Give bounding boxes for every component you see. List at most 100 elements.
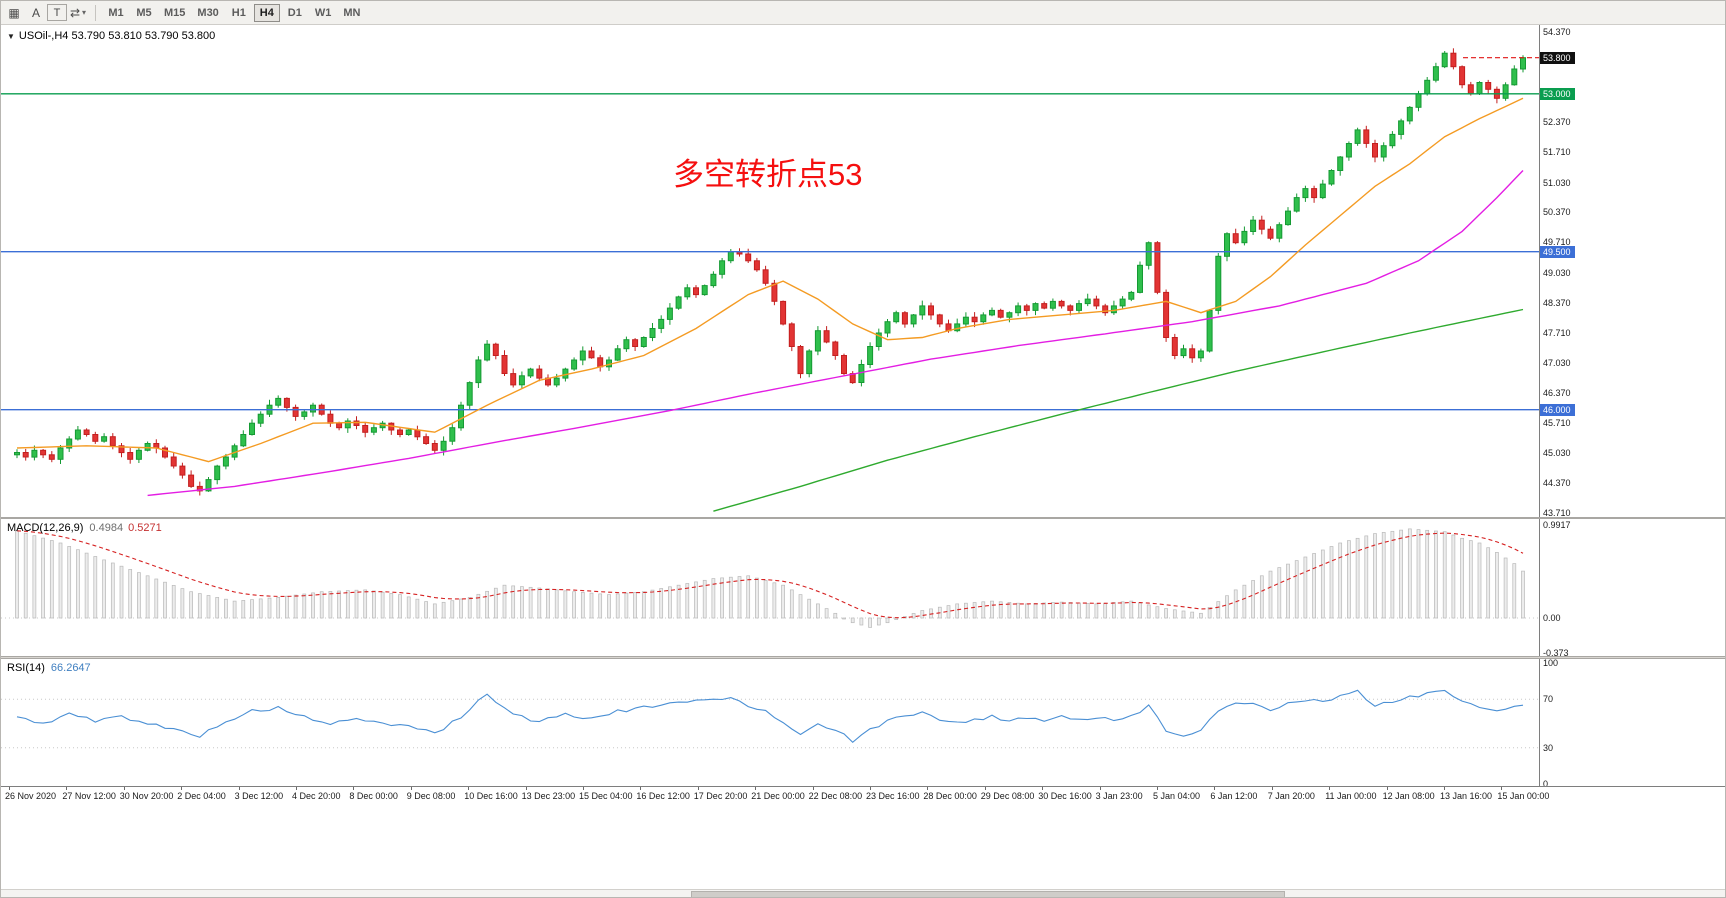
time-axis-label: 27 Nov 12:00 [62,791,116,801]
time-axis-tick [1214,787,1216,790]
time-axis-tick [583,787,584,790]
rsi-panel: RSI(14) 66.2647 100 70 30 0 [1,658,1725,789]
timeframe-button-m1[interactable]: M1 [103,4,129,22]
price-axis-label: 45.030 [1543,448,1571,459]
chart-title: ▼ USOil-,H4 53.790 53.810 53.790 53.800 [7,30,215,42]
time-axis-label: 30 Nov 20:00 [119,791,174,801]
price-chart-panel: ▼ USOil-,H4 53.790 53.810 53.790 53.800 多… [1,25,1725,518]
time-axis-label: 2 Dec 04:00 [177,791,226,801]
time-axis-label: 26 Nov 2020 [5,791,57,801]
timeframe-button-w1[interactable]: W1 [310,4,337,22]
ohlc-values: 53.790 53.810 53.790 53.800 [71,30,216,42]
time-axis-tick [870,787,871,790]
time-axis-label: 29 Dec 08:00 [980,791,1035,801]
macd-scale[interactable]: 0.9917 0.00 -0.373 [1539,519,1725,658]
time-axis-tick [296,787,297,790]
font-tool-button[interactable]: A [25,3,47,23]
rsi-axis-label: 0 [1543,779,1549,789]
time-axis-label: 12 Jan 08:00 [1382,791,1435,801]
macd-signal-line [16,530,1524,619]
price-axis-label: 45.710 [1543,417,1571,428]
time-axis-tick [1157,787,1158,790]
time-axis-label: 7 Jan 20:00 [1267,791,1315,801]
toolbar-separator [95,4,96,21]
time-axis-label: 13 Dec 23:00 [521,791,576,801]
scrollbar-thumb[interactable] [691,891,1285,897]
time-axis-tick [1042,787,1044,790]
timeframe-button-h1[interactable]: H1 [226,4,252,22]
price-axis-label: 51.030 [1543,177,1571,188]
bottom-empty-area [1,802,1725,889]
text-tool-button[interactable]: T [47,4,67,21]
time-axis-tick [812,787,814,790]
time-axis-label: 16 Dec 12:00 [636,791,690,801]
rsi-axis-label: 30 [1543,742,1554,753]
time-axis-tick [238,787,240,790]
time-axis-tick [1099,787,1101,790]
chart-grip-icon[interactable]: ▦ [8,5,20,20]
time-axis-tick [1271,787,1273,790]
rsi-indicator-name: RSI(14) [7,662,45,674]
rsi-axis-label: 100 [1543,658,1559,668]
price-axis-label: 47.710 [1543,327,1571,338]
panel-divider[interactable] [1,517,1725,519]
time-axis-tick [697,787,699,790]
time-axis-label: 17 Dec 20:00 [693,791,748,801]
horizontal-scrollbar[interactable] [1,889,1725,897]
candlestick-chart[interactable] [1,25,1539,517]
time-axis-label: 21 Dec 00:00 [751,791,805,801]
toolbar: ▦ A T ⇄ ▾ M1 M5 M15 M30 H1 H4 D1 W1 MN [1,1,1725,25]
time-axis-tick [1444,787,1445,790]
cycle-symbols-button[interactable]: ⇄ ▾ [67,3,89,23]
price-axis-label: 54.370 [1543,27,1571,37]
price-axis-label: 48.370 [1543,297,1571,308]
price-axis-label: 46.370 [1543,387,1571,398]
time-axis-label: 10 Dec 16:00 [464,791,518,801]
price-axis-label: 47.030 [1543,358,1571,369]
macd-panel: MACD(12,26,9) 0.4984 0.5271 0.9917 0.00 -0.3… [1,519,1725,658]
macd-main-value: 0.4984 [89,522,124,534]
price-axis-label: 44.370 [1543,478,1571,489]
timeframe-button-m15[interactable]: M15 [159,4,190,22]
ma-mid-magenta [147,170,1524,497]
rsi-scale[interactable]: 100 70 30 0 [1539,658,1725,789]
timeframe-button-m5[interactable]: M5 [131,4,157,22]
timeframe-button-d1[interactable]: D1 [282,4,308,22]
panel-divider[interactable] [1,656,1725,659]
rsi-label: RSI(14) 66.2647 [7,662,91,674]
time-axis-label: 3 Dec 12:00 [234,791,284,801]
macd-axis-label: -0.373 [1543,647,1569,658]
collapse-chart-icon[interactable]: ▼ [7,32,15,41]
price-axis-label: 52.370 [1543,117,1571,128]
macd-axis-label: 0.00 [1543,613,1561,623]
time-axis-tick [353,787,355,790]
price-axis-label: 50.370 [1543,207,1571,218]
rsi-value: 66.2647 [50,662,91,674]
time-axis-tick [755,787,757,790]
time-axis-label: 15 Jan 00:00 [1497,791,1550,801]
macd-axis-label: 0.9917 [1543,519,1571,530]
time-axis-tick [468,787,470,790]
time-axis-label: 9 Dec 08:00 [406,791,456,801]
time-axis-tick [1501,787,1503,790]
time-axis-tick [640,787,642,790]
timeframe-button-m30[interactable]: M30 [192,4,223,22]
price-scale[interactable]: 54.37053.03052.37051.71051.03050.37049.7… [1539,25,1725,518]
time-axis[interactable]: 26 Nov 2020 27 Nov 12:00 30 Nov 20:00 2 Dec… [1,786,1725,802]
chart-annotation-text[interactable]: 多空转折点53 [673,157,863,192]
time-axis-label: 3 Jan 23:00 [1095,791,1143,801]
time-axis-label: 22 Dec 08:00 [808,791,863,801]
time-axis-label: 5 Jan 04:00 [1153,791,1201,801]
time-axis-label: 8 Dec 00:00 [349,791,398,801]
time-axis-tick [927,787,929,790]
caret-down-icon: ▾ [82,8,87,17]
macd-chart[interactable] [1,519,1539,656]
timeframe-button-h4[interactable]: H4 [253,3,280,22]
rsi-chart[interactable] [1,659,1539,786]
price-axis-label: 49.030 [1543,267,1571,278]
timeframe-button-mn[interactable]: MN [338,4,365,22]
time-axis-label: 4 Dec 20:00 [292,791,341,801]
time-axis-tick [1386,787,1388,790]
macd-histogram [15,528,1525,628]
